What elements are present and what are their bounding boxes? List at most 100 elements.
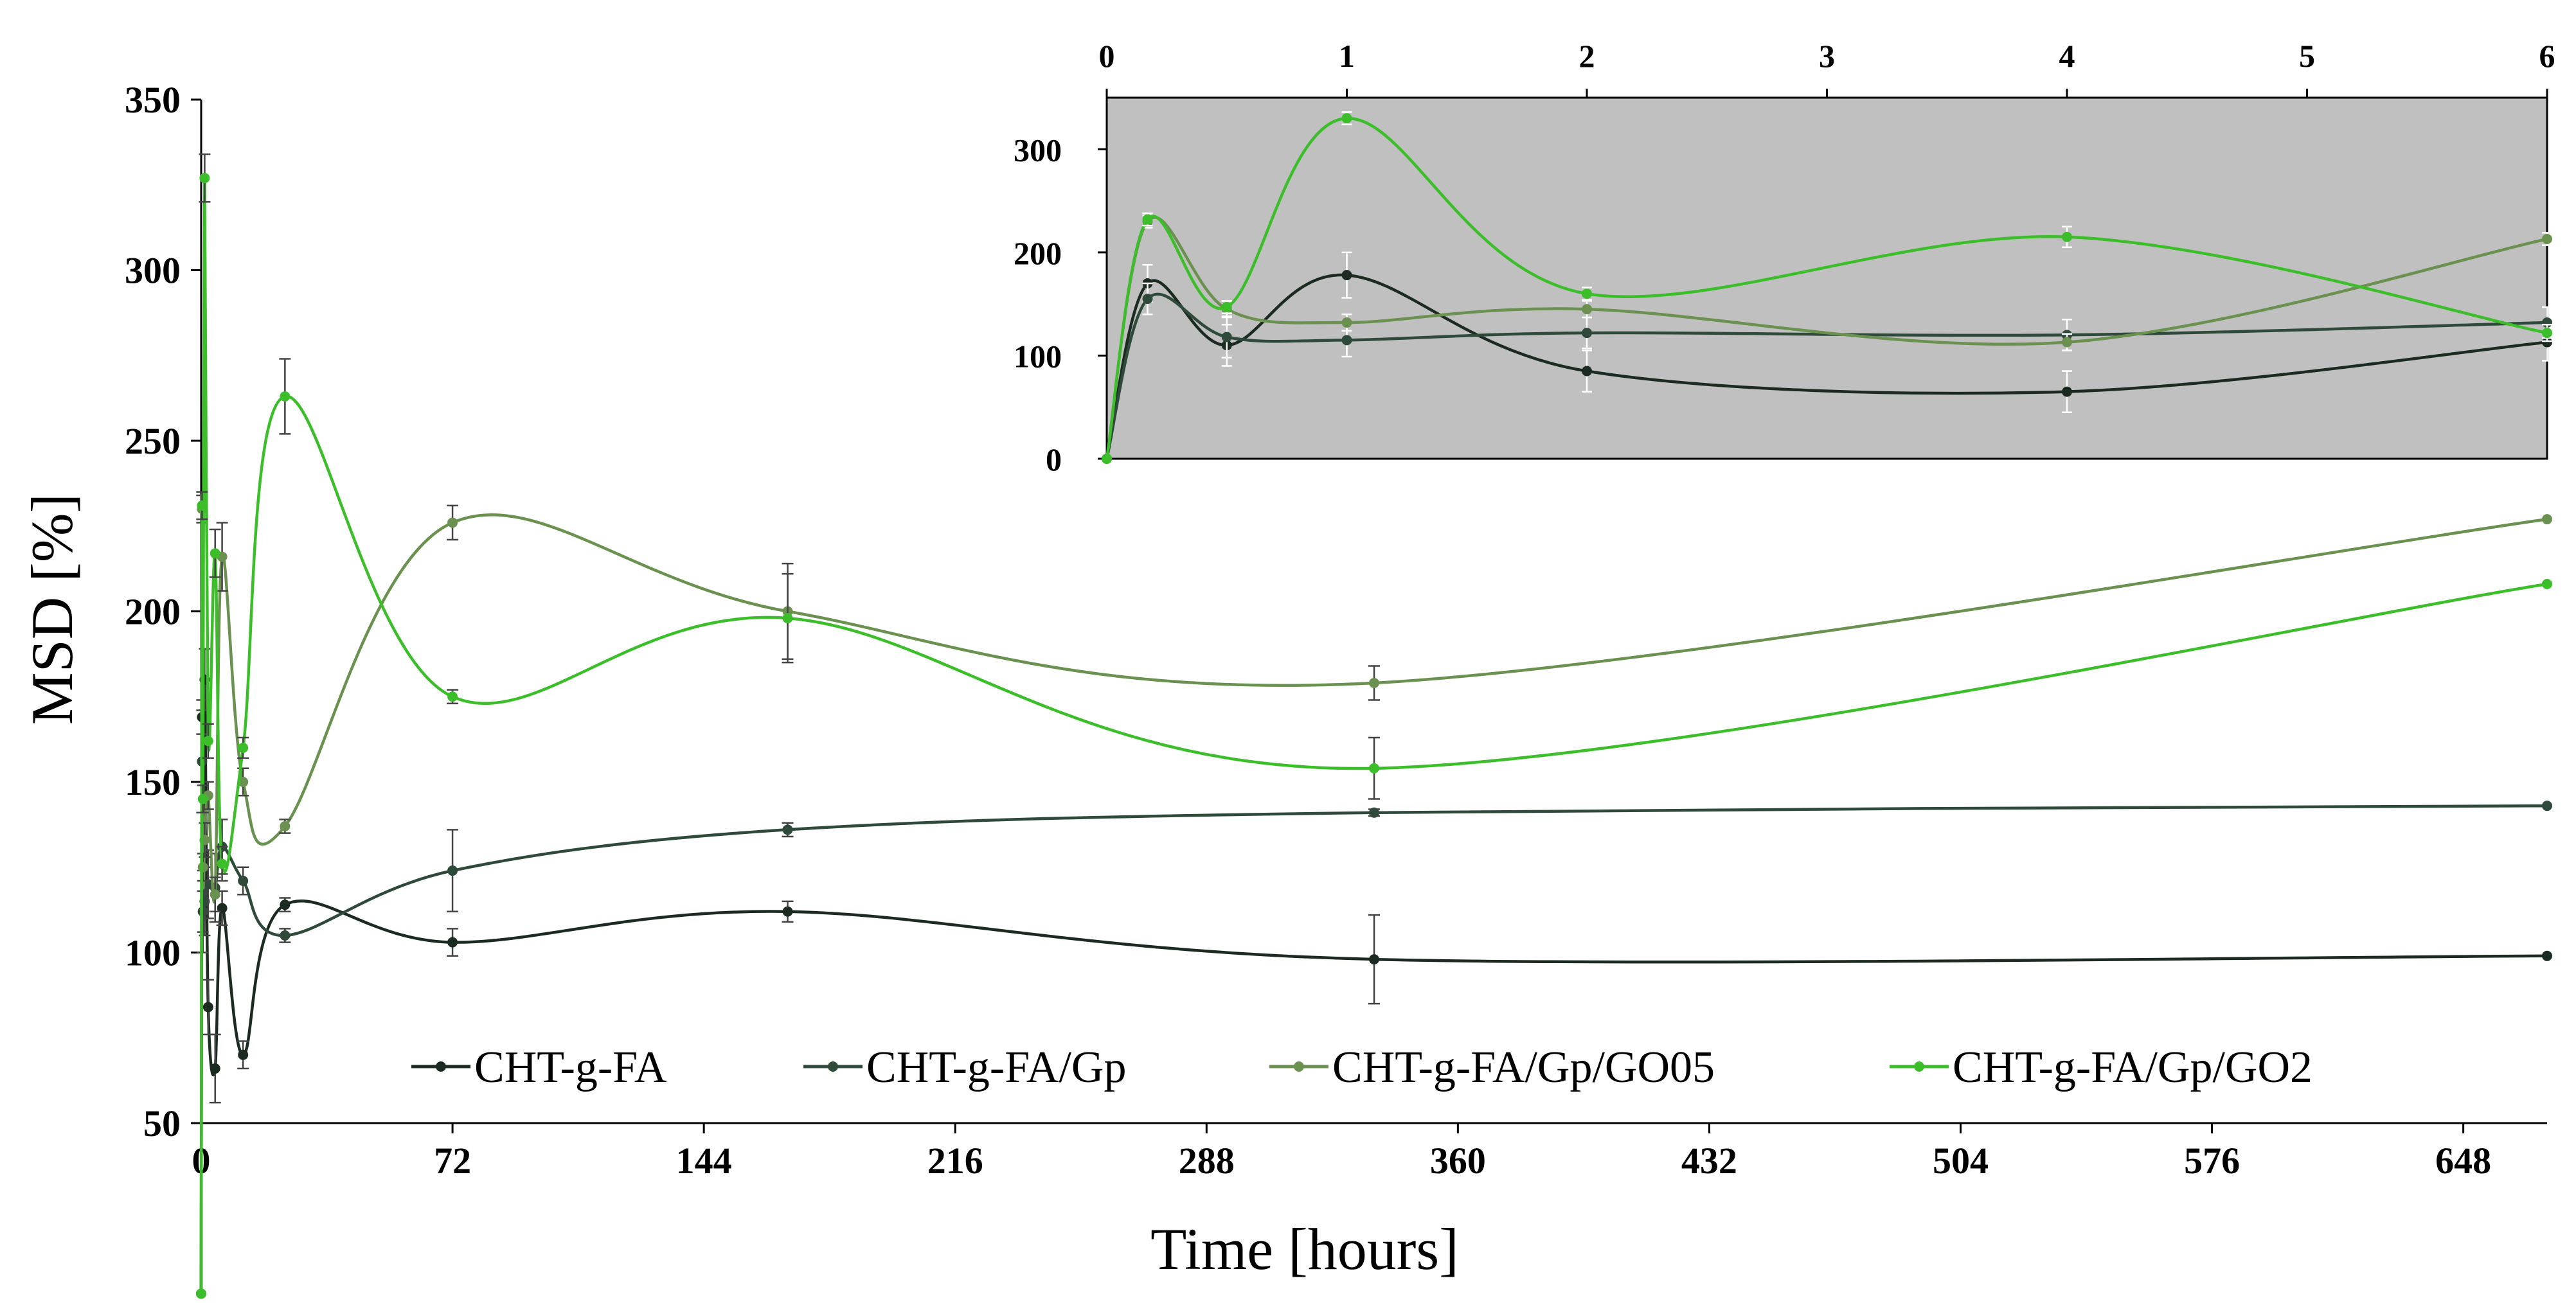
inset-y-tick-label: 300 [1014, 132, 1062, 168]
main-series-4 [196, 153, 2552, 1299]
inset-data-point [1582, 304, 1592, 315]
legend: CHT-g-FA CHT-g-FA/Gp CHT-g-FA/Gp/GO05 CHT-g… [411, 1043, 2312, 1092]
main-data-point [782, 613, 793, 624]
legend-item: CHT-g-FA/Gp/GO2 [1890, 1043, 2312, 1092]
main-series-line [199, 747, 2548, 1294]
main-data-point [782, 824, 793, 835]
inset-y-tick-label: 0 [1046, 441, 1062, 477]
legend-item: CHT-g-FA/Gp/GO05 [1269, 1043, 1715, 1092]
main-data-point [202, 1002, 213, 1013]
inset-series-line [1105, 116, 2548, 459]
inset-x-tick-label: 3 [1819, 38, 1835, 74]
legend-swatch-marker [1294, 1061, 1304, 1072]
main-data-point [2542, 514, 2552, 525]
inset-series-line [1105, 292, 2548, 459]
inset-data-point [1142, 214, 1153, 225]
main-data-point [197, 793, 208, 804]
main-data-point [210, 548, 220, 559]
inset-data-point [1582, 328, 1592, 339]
legend-label: CHT-g-FA/Gp/GO2 [1953, 1043, 2312, 1092]
main-plot: 50 100 150 200 250 300 350 0 72 144 216 288 360 432 50… [125, 79, 2552, 1299]
inset-x-tick-label: 1 [1339, 38, 1355, 74]
main-data-point [238, 777, 249, 787]
inset-y-tick-label: 100 [1014, 338, 1062, 374]
x-tick-label: 648 [2435, 1140, 2491, 1182]
inset-data-point [2542, 337, 2552, 348]
y-tick-label: 350 [125, 79, 181, 121]
main-data-point [447, 517, 458, 528]
inset-data-point [2542, 233, 2552, 244]
inset-data-point [1221, 332, 1232, 342]
main-data-point [196, 1288, 206, 1299]
legend-swatch-marker [1914, 1061, 1924, 1072]
inset-x-tick-label: 0 [1099, 38, 1115, 74]
y-axis-title: MSD [%] [19, 493, 85, 725]
main-data-point [280, 930, 291, 941]
y-tick-label: 250 [125, 420, 181, 462]
main-data-point [197, 500, 208, 511]
inset-series-line [1105, 273, 2548, 459]
main-data-point [2542, 950, 2552, 961]
legend-label: CHT-g-FA [474, 1043, 667, 1092]
main-data-point [1369, 763, 1379, 774]
legend-swatch-marker [436, 1061, 446, 1072]
y-tick-label: 50 [143, 1103, 181, 1144]
main-data-point [238, 742, 249, 753]
main-data-point [1369, 678, 1379, 689]
x-tick-label: 72 [434, 1140, 471, 1182]
main-data-point [199, 173, 210, 184]
main-series-line [199, 176, 2548, 1294]
x-tick-label: 360 [1430, 1140, 1486, 1182]
inset-data-point [1102, 454, 1112, 464]
x-tick-label: 288 [1179, 1140, 1235, 1182]
legend-label: CHT-g-FA/Gp [866, 1043, 1126, 1092]
x-axis-title: Time [hours] [1150, 1216, 1459, 1282]
x-tick-label: 504 [1933, 1140, 1989, 1182]
main-data-point [2542, 801, 2552, 811]
main-data-point [280, 821, 291, 832]
x-tick-label: 144 [676, 1140, 732, 1182]
legend-item: CHT-g-FA/Gp [803, 1043, 1126, 1092]
inset-x-tick-label: 5 [2299, 38, 2315, 74]
inset-data-point [1341, 270, 1352, 281]
inset-data-point [1582, 366, 1592, 377]
inset-data-point [1341, 335, 1352, 346]
legend-swatch-marker [828, 1061, 838, 1072]
inset-y-tick-label: 200 [1014, 235, 1062, 271]
main-data-point [210, 889, 220, 900]
y-tick-label: 200 [125, 591, 181, 633]
main-data-point [1369, 954, 1379, 965]
legend-item: CHT-g-FA [411, 1043, 667, 1092]
inset-data-point [1142, 294, 1153, 305]
inset-data-point [1221, 301, 1232, 312]
main-data-point [238, 875, 249, 886]
inset-data-point [2062, 337, 2072, 348]
inset-data-point [2062, 386, 2072, 397]
main-data-point [280, 391, 291, 402]
inset-data-point [1341, 317, 1352, 328]
inset-x-tick-label: 4 [2059, 38, 2075, 74]
inset-data-point [1341, 113, 1352, 124]
inset-data-point [2542, 328, 2552, 339]
inset-series-4 [1102, 111, 2552, 464]
main-data-point [238, 1049, 249, 1060]
main-data-point [2542, 579, 2552, 590]
x-tick-label: 432 [1681, 1140, 1737, 1182]
main-data-point [280, 900, 291, 910]
inset-x-tick-label: 6 [2539, 38, 2555, 74]
y-tick-label: 300 [125, 250, 181, 292]
main-data-point [782, 906, 793, 917]
main-data-point [217, 858, 228, 869]
inset-data-point [2062, 231, 2072, 242]
main-data-point [217, 903, 228, 914]
inset-data-point [1582, 288, 1592, 299]
x-tick-label: 216 [927, 1140, 983, 1182]
main-data-point [1369, 807, 1379, 818]
main-data-point [447, 691, 458, 702]
legend-label: CHT-g-FA/Gp/GO05 [1332, 1043, 1715, 1092]
inset-x-tick-label: 2 [1579, 38, 1595, 74]
main-data-point [202, 736, 213, 747]
main-data-point [210, 1063, 220, 1074]
y-tick-label: 100 [125, 932, 181, 974]
